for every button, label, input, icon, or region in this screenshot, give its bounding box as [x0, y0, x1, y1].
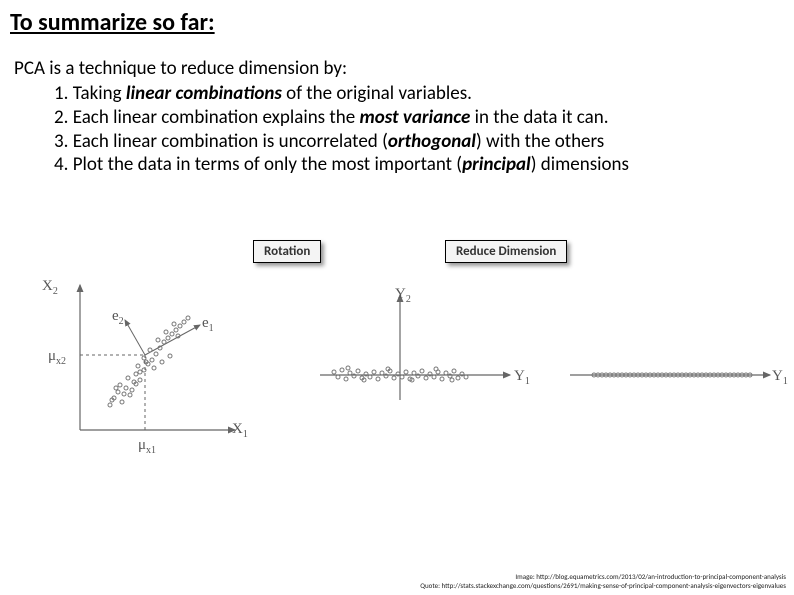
scatter-original: [40, 270, 250, 455]
axis-label-x2: X2: [42, 278, 58, 297]
list-item: 1. Taking linear combinations of the ori…: [54, 82, 794, 106]
axis-label-mux1: μx1: [138, 437, 156, 456]
axis-label-y1-reduced: Y1: [772, 368, 788, 387]
image-credits: Image: http://blog.equametrics.com/2013/…: [420, 572, 786, 590]
page-title: To summarize so far:: [0, 0, 794, 37]
axis-label-y1: Y1: [514, 368, 530, 387]
axis-label-e1: e1: [202, 315, 214, 334]
list-item: 2. Each linear combination explains the …: [54, 106, 794, 130]
axis-label-x1: X1: [232, 421, 248, 440]
axis-label-y2: Y2: [395, 286, 411, 305]
rotation-label: Rotation: [253, 240, 321, 263]
intro-text: PCA is a technique to reduce dimension b…: [0, 37, 794, 80]
pca-diagram: Rotation Reduce Dimension X2 X1 μx1 μx2 …: [0, 240, 794, 470]
list-item: 3. Each linear combination is uncorrelat…: [54, 130, 794, 154]
summary-list: 1. Taking linear combinations of the ori…: [0, 80, 794, 177]
scatter-reduced: [560, 280, 780, 430]
axis-label-mux2: μx2: [48, 348, 66, 367]
axis-label-e2: e2: [112, 308, 124, 327]
reduce-dimension-label: Reduce Dimension: [445, 240, 567, 263]
list-item: 4. Plot the data in terms of only the mo…: [54, 153, 794, 177]
